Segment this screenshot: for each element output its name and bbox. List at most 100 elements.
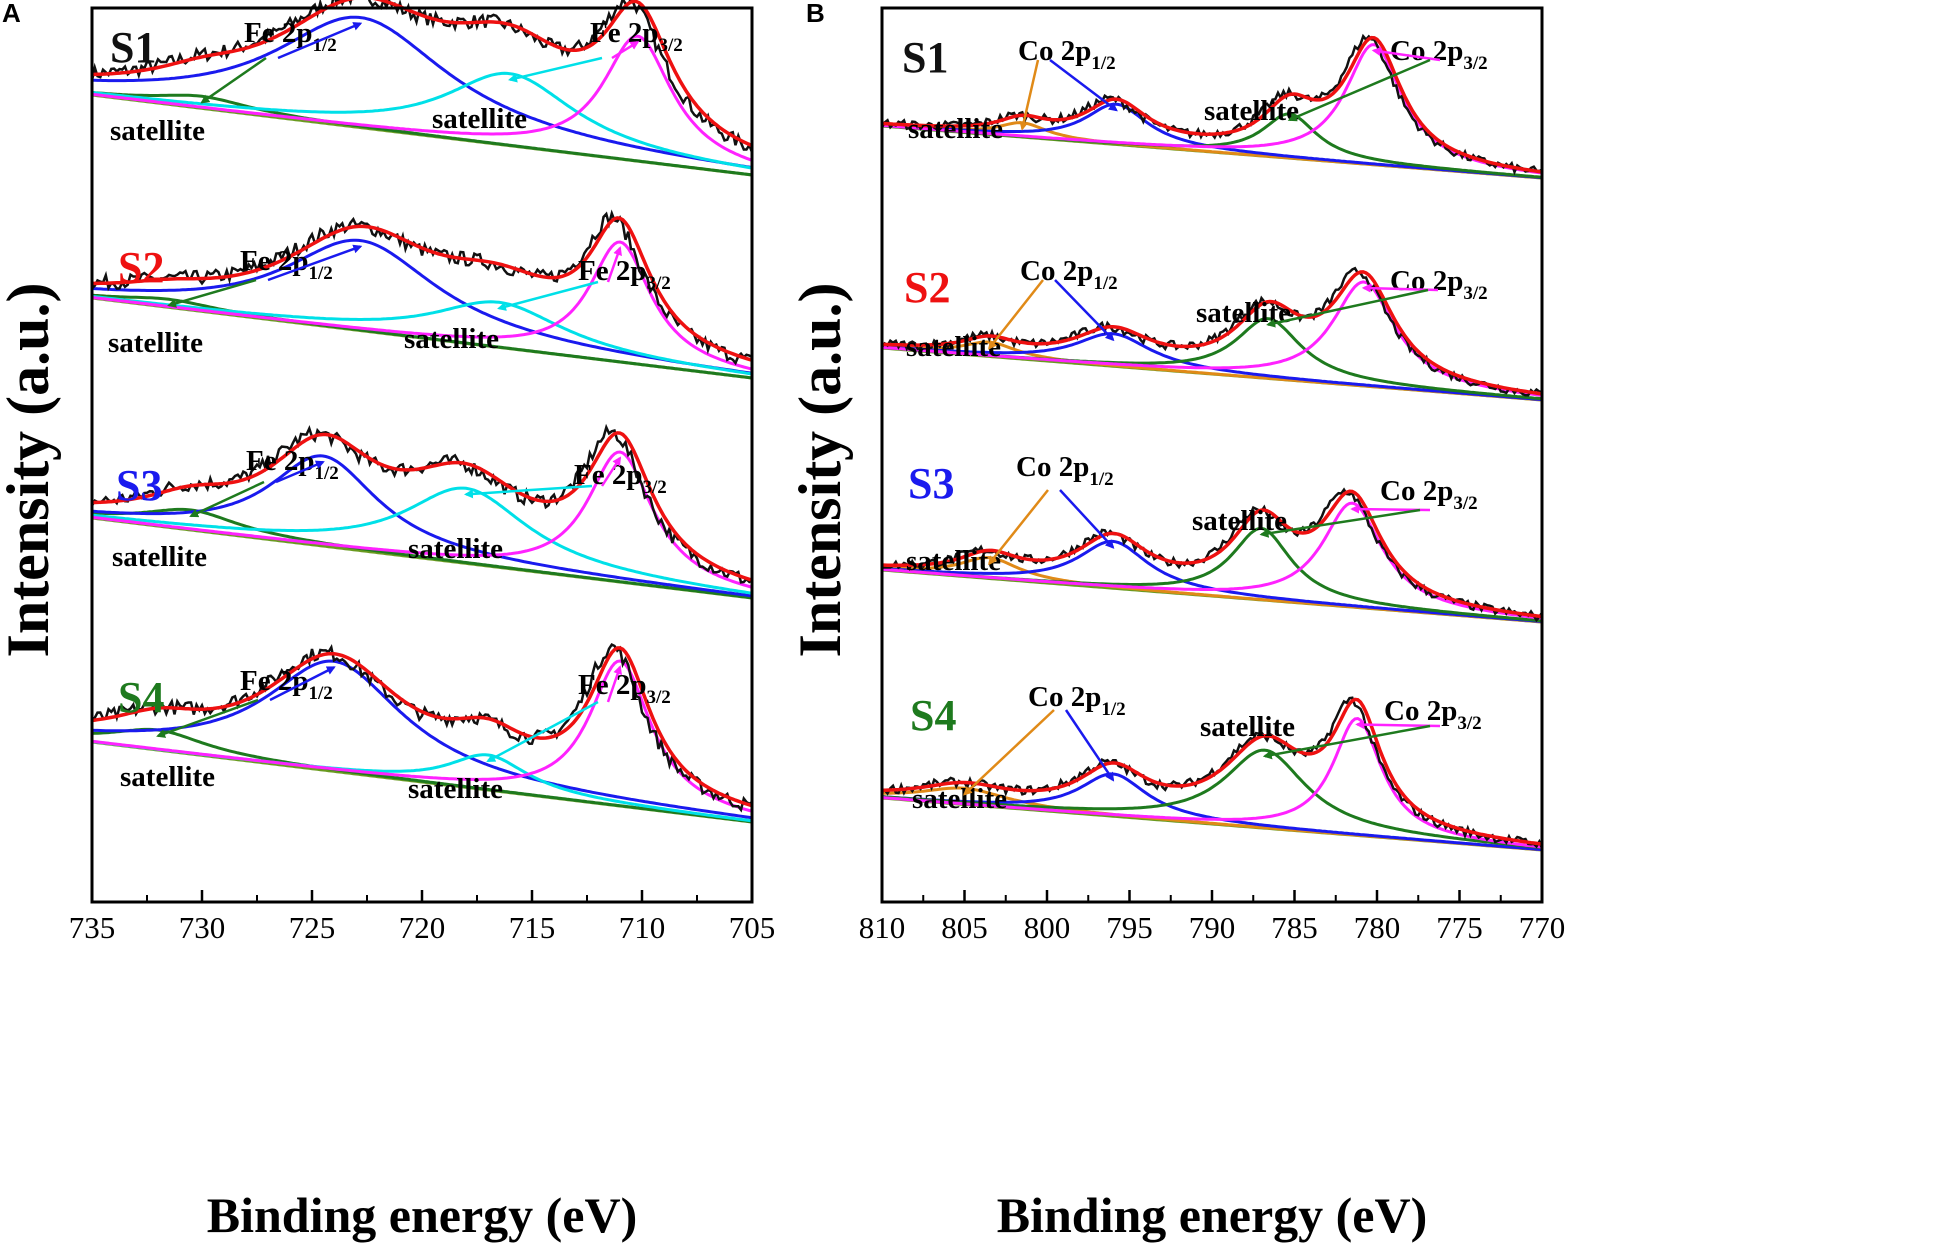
annotation-arrow	[606, 246, 622, 283]
annotation-arrow	[497, 280, 599, 311]
satellite-label: satellite	[112, 541, 207, 573]
fit-peak-sat1	[91, 293, 753, 380]
annotation-arrow	[1054, 279, 1115, 342]
peak-label-p32: Fe 2p3/2	[578, 669, 671, 708]
x-tick-label: 710	[619, 910, 666, 945]
panel-b-xlabel: Binding energy (eV)	[997, 1187, 1428, 1243]
satellite-label: satellite	[120, 761, 215, 793]
panel-b: B Intensity (a.u.) S1 Co 2p1/2 Co 2p3/2 sat…	[787, 0, 1565, 1243]
annotation-arrow	[1259, 508, 1421, 538]
fit-peak-sat1	[91, 727, 753, 824]
peak-label-p12: Fe 2p1/2	[240, 245, 333, 284]
peak-label-p32: Fe 2p3/2	[578, 255, 671, 294]
x-tick-label: 810	[859, 910, 906, 945]
satellite-label: satellite	[110, 115, 205, 147]
annotation-arrow	[1262, 724, 1431, 760]
peak-label-p32: Co 2p3/2	[1384, 695, 1482, 734]
panel-b-plot-area: S1 Co 2p1/2 Co 2p3/2 satellite satellite S2 Co…	[880, 33, 1544, 852]
annotation-arrow	[508, 56, 603, 83]
x-tick-label: 735	[69, 910, 116, 945]
sample-label: S3	[908, 459, 954, 508]
annotation-arrow	[1049, 59, 1118, 112]
x-tick-label: 805	[941, 910, 988, 945]
satellite-label: satellite	[404, 323, 499, 355]
annotation-arrow	[963, 709, 1055, 796]
x-tick-label: 705	[729, 910, 776, 945]
sample-label: S2	[118, 243, 164, 292]
peak-label-p12: Co 2p1/2	[1020, 255, 1118, 294]
panel-b-x-axis: 810 805 800 795 790 785 780 775 770	[859, 890, 1565, 945]
peak-label-p32: Co 2p3/2	[1390, 265, 1488, 304]
annotation-arrow	[988, 279, 1044, 350]
annotation-arrow	[606, 665, 622, 703]
annotation-arrow	[1287, 58, 1431, 122]
annotation-arrow	[611, 41, 640, 60]
fit-peak-p32	[91, 34, 753, 162]
annotation-arrow	[269, 666, 336, 702]
x-tick-label: 780	[1354, 910, 1401, 945]
x-tick-label: 800	[1024, 910, 1071, 945]
satellite-label: satellite	[1196, 297, 1291, 329]
panel-a-xlabel: Binding energy (eV)	[207, 1187, 638, 1243]
peak-label-p32: Fe 2p3/2	[574, 459, 667, 498]
envelope-line	[882, 697, 1543, 846]
fit-peak-p12	[92, 15, 753, 169]
panel-a-ylabel: Intensity (a.u.)	[0, 282, 61, 657]
annotation-arrow	[156, 698, 259, 738]
annotation-arrow	[464, 484, 593, 499]
panel-b-ylabel: Intensity (a.u.)	[787, 282, 853, 657]
peak-label-p12: Fe 2p1/2	[244, 17, 337, 56]
annotation-arrow	[1059, 489, 1115, 549]
x-tick-label: 720	[399, 910, 446, 945]
sample-s4: S4 Co 2p1/2 Co 2p3/2 satellite satellite	[881, 681, 1544, 852]
annotation-arrow	[486, 700, 599, 763]
sample-s2: S2 Fe 2p1/2 Fe 2p3/2 satellite satellite	[91, 209, 753, 380]
envelope-line	[91, 431, 753, 582]
satellite-label: satellite	[1204, 95, 1299, 127]
raw-data-line	[91, 643, 753, 813]
satellite-label: satellite	[432, 103, 527, 135]
peak-label-p12: Co 2p1/2	[1028, 681, 1126, 720]
peak-label-p32: Co 2p3/2	[1380, 475, 1478, 514]
panel-b-letter: B	[806, 0, 825, 28]
panel-a-x-axis: 735 730 725 720 715 710 705	[69, 890, 776, 945]
x-tick-label: 725	[289, 910, 336, 945]
fit-peak-p32	[91, 659, 753, 813]
envelope-line	[92, 216, 753, 362]
peak-label-p32: Fe 2p3/2	[590, 17, 683, 56]
peak-label-p12: Fe 2p1/2	[240, 665, 333, 704]
fit-peak-sat2	[881, 748, 1543, 850]
satellite-label: satellite	[906, 331, 1001, 363]
satellite-label: satellite	[408, 773, 503, 805]
annotation-arrow	[189, 480, 265, 518]
sample-s4: S4 Fe 2p1/2 Fe 2p3/2 satellite satellite	[91, 643, 753, 824]
peak-label-p12: Co 2p1/2	[1018, 35, 1116, 74]
sample-label: S4	[118, 673, 164, 722]
envelope-line	[881, 489, 1543, 619]
sample-s3: S3 Fe 2p1/2 Fe 2p3/2 satellite satellite	[90, 423, 753, 600]
annotation-arrow	[167, 278, 257, 308]
envelope-line	[881, 270, 1543, 396]
x-tick-label: 795	[1106, 910, 1153, 945]
satellite-label: satellite	[908, 113, 1003, 145]
x-tick-label: 730	[179, 910, 226, 945]
annotation-arrow	[1064, 709, 1115, 782]
fit-peak-p32	[881, 280, 1543, 397]
raw-data-line	[881, 266, 1543, 397]
annotation-arrow	[1266, 288, 1429, 328]
fit-peak-p32	[881, 716, 1543, 849]
x-tick-label: 715	[509, 910, 556, 945]
envelope-line	[91, 0, 753, 148]
satellite-label: satellite	[906, 545, 1001, 577]
x-tick-label: 790	[1189, 910, 1236, 945]
sample-label: S4	[910, 691, 956, 740]
peak-label-p12: Co 2p1/2	[1016, 451, 1114, 490]
envelope-line	[881, 35, 1543, 174]
fit-peak-p12	[91, 659, 753, 820]
fit-peak-sat2	[91, 71, 753, 170]
annotation-arrow	[267, 244, 363, 282]
panel-a-letter: A	[2, 0, 21, 28]
